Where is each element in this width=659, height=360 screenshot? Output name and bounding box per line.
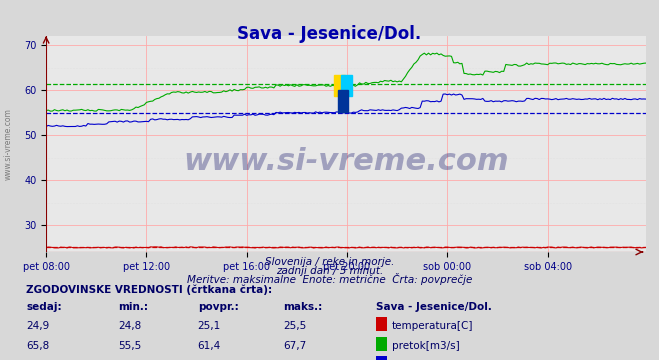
Bar: [337, 90, 349, 112]
Text: zadnji dan / 5 minut.: zadnji dan / 5 minut.: [276, 266, 383, 276]
Text: 24,8: 24,8: [119, 321, 142, 332]
Text: ZGODOVINSKE VREDNOSTI (črtkana črta):: ZGODOVINSKE VREDNOSTI (črtkana črta):: [26, 285, 272, 296]
Text: 61,4: 61,4: [198, 341, 221, 351]
Text: Sava - Jesenice/Dol.: Sava - Jesenice/Dol.: [237, 25, 422, 43]
Text: temperatura[C]: temperatura[C]: [392, 321, 474, 332]
Text: 24,9: 24,9: [26, 321, 49, 332]
Text: Meritve: maksimalne  Enote: metrične  Črta: povprečje: Meritve: maksimalne Enote: metrične Črta…: [186, 273, 473, 285]
Text: 67,7: 67,7: [283, 341, 306, 351]
Text: www.si-vreme.com: www.si-vreme.com: [3, 108, 13, 180]
Bar: [341, 75, 352, 96]
Text: pretok[m3/s]: pretok[m3/s]: [392, 341, 460, 351]
Text: 25,1: 25,1: [198, 321, 221, 332]
Text: povpr.:: povpr.:: [198, 302, 239, 312]
Text: 55,5: 55,5: [119, 341, 142, 351]
Text: www.si-vreme.com: www.si-vreme.com: [183, 147, 509, 176]
Text: sedaj:: sedaj:: [26, 302, 62, 312]
Bar: [334, 75, 345, 96]
Text: Sava - Jesenice/Dol.: Sava - Jesenice/Dol.: [376, 302, 492, 312]
Text: 25,5: 25,5: [283, 321, 306, 332]
Text: Slovenija / reke in morje.: Slovenija / reke in morje.: [265, 257, 394, 267]
Text: maks.:: maks.:: [283, 302, 323, 312]
Text: min.:: min.:: [119, 302, 149, 312]
Text: 65,8: 65,8: [26, 341, 49, 351]
